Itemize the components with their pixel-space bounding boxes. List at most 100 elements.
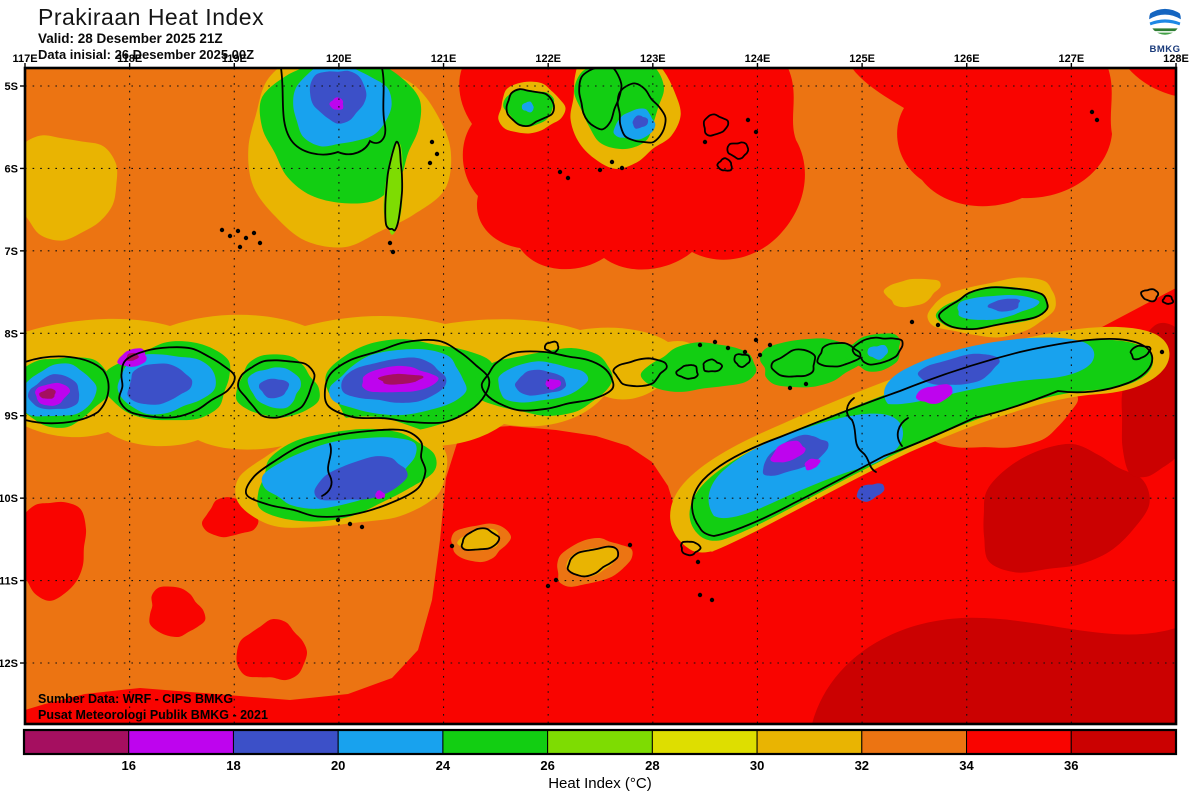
islet: [390, 249, 396, 255]
lon-tick-label: 121E: [431, 53, 457, 65]
coastline: [716, 157, 733, 172]
coastline: [1129, 344, 1152, 361]
islet: [335, 517, 341, 523]
islet: [429, 139, 435, 145]
coastline: [384, 140, 404, 232]
coastline: [1161, 294, 1175, 305]
map-region-magenta: [329, 97, 344, 110]
colorbar-segment: [861, 729, 968, 755]
colorbar-tick-label: 28: [645, 758, 659, 773]
map-region-darkred: [983, 443, 1150, 573]
valid-time-label: Valid: 28 Desember 2025 21Z: [38, 31, 223, 46]
colorbar-segment: [966, 729, 1072, 755]
colorbar-tick-label: 30: [750, 758, 764, 773]
coastline: [851, 419, 877, 473]
islet: [753, 337, 759, 343]
islet: [235, 228, 241, 234]
map-region-lblue: [867, 345, 888, 360]
map-region-magenta: [375, 490, 386, 500]
islet: [359, 524, 365, 530]
islet: [219, 227, 225, 233]
coastline: [460, 527, 501, 551]
map-region-gold: [457, 528, 499, 551]
coastline: [237, 359, 316, 419]
coastline: [480, 350, 615, 412]
islet: [697, 342, 703, 348]
map-region-red: [149, 586, 206, 638]
map-region-maroon: [377, 373, 424, 385]
colorbar-segment: [337, 729, 444, 755]
coastline: [280, 68, 387, 156]
lon-tick-label: 117E: [12, 53, 37, 65]
islet: [434, 151, 440, 157]
map-region-gold: [566, 545, 618, 578]
coastline: [702, 358, 724, 373]
islet: [767, 342, 773, 348]
map-region-green: [640, 342, 757, 392]
bmkg-logo: BMKG: [1142, 2, 1188, 55]
islet: [935, 322, 941, 328]
islet: [565, 175, 571, 181]
islet: [387, 240, 393, 246]
lon-tick-label: 118E: [117, 53, 142, 65]
source-line1: Sumber Data: WRF - CIPS BMKG: [38, 692, 233, 706]
source-line2: Pusat Meteorologi Publik BMKG - 2021: [38, 708, 268, 722]
islet: [803, 381, 809, 387]
colorbar-frame: [22, 728, 1178, 756]
init-time-label: Data inisial: 26 Desember 2025 00Z: [38, 47, 255, 62]
islet: [227, 233, 233, 239]
coastline: [816, 342, 862, 368]
colorbar-segment: [232, 729, 339, 755]
map-region-red: [852, 68, 1112, 207]
islet: [742, 349, 748, 355]
islet: [553, 577, 559, 583]
map-region-red: [25, 501, 87, 601]
map-region-darkred: [812, 617, 1176, 724]
coastline: [25, 355, 110, 425]
lon-tick-label: 126E: [954, 53, 980, 65]
coastline: [118, 346, 236, 419]
coastline: [938, 286, 1049, 331]
islet: [251, 230, 257, 236]
lon-tick-label: 119E: [222, 53, 247, 65]
coastline: [505, 88, 555, 127]
lat-tick-label: 12S: [0, 658, 18, 670]
lon-tick-label: 128E: [1163, 53, 1189, 65]
map-region-maroon: [39, 388, 56, 399]
islet: [753, 129, 759, 135]
islet: [697, 592, 703, 598]
coastline: [851, 336, 904, 366]
coastline: [846, 397, 855, 421]
map-region-red: [25, 288, 1176, 724]
map-region-red: [236, 618, 308, 681]
coastline: [733, 353, 751, 369]
map-region-rblue: [856, 483, 885, 502]
coastline: [1140, 288, 1160, 303]
map-region-rblue: [987, 298, 1021, 312]
page-title: Prakiraan Heat Index: [38, 4, 265, 30]
colorbar-tick-label: 20: [331, 758, 345, 773]
islet: [745, 117, 751, 123]
colorbar-segment: [23, 729, 130, 755]
lat-tick-label: 8S: [5, 328, 18, 340]
colorbar-segment: [651, 729, 758, 755]
colorbar-tick-label: 16: [121, 758, 135, 773]
colorbar-segment: [128, 729, 234, 755]
islet: [609, 159, 615, 165]
map-region-green: [689, 339, 1154, 541]
islet: [725, 345, 731, 351]
map-region-rblue: [127, 363, 193, 405]
islet: [909, 319, 915, 325]
map-region-magenta: [770, 440, 806, 463]
lon-tick-label: 122E: [535, 53, 561, 65]
islet: [712, 339, 718, 345]
coastline: [616, 82, 667, 144]
map-region-rblue: [258, 378, 290, 399]
islet: [709, 597, 715, 603]
islet: [237, 244, 243, 250]
bmkg-logo-icon: [1149, 3, 1181, 35]
lat-tick-label: 11S: [0, 576, 18, 588]
coastline: [702, 113, 730, 137]
map-region-lblue: [521, 101, 534, 113]
colorbar-tick-label: 34: [959, 758, 974, 773]
